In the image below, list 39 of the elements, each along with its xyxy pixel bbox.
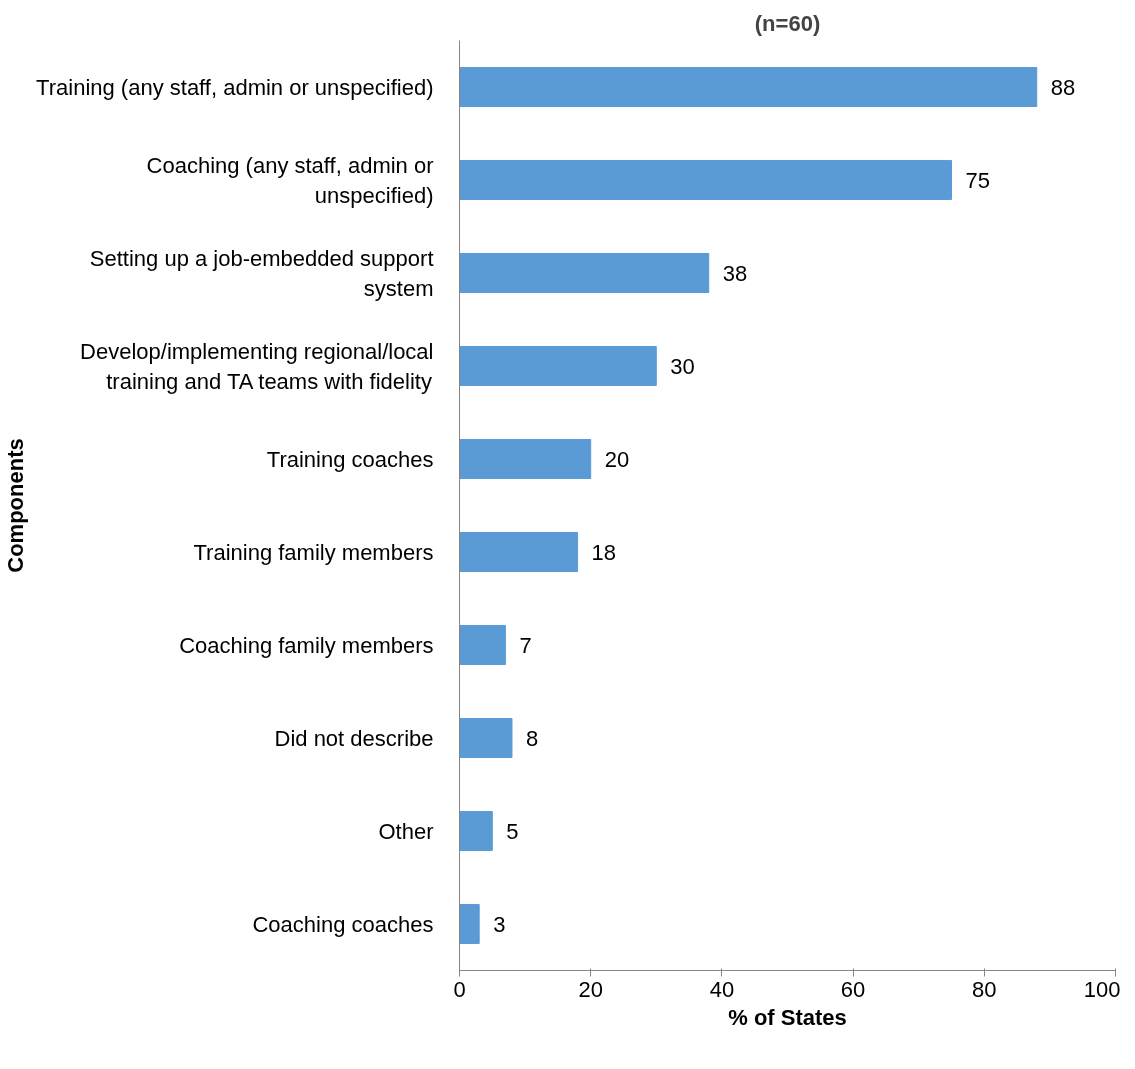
x-tick-label: 20 [578,976,603,1002]
x-tick-label: 60 [840,976,866,1002]
x-axis-title: % of States [728,1004,847,1030]
bar [459,624,506,666]
y-tick-label: Coaching family members [179,632,434,658]
y-tick-label: Setting up a job-embedded support system [89,245,434,301]
y-tick-label: Training (any staff, admin or unspecified) [36,74,434,100]
y-tick-label: Did not describe [274,725,434,751]
bar [459,903,480,945]
bar [459,717,513,759]
data-label: 38 [722,260,748,286]
bar [459,159,952,201]
y-axis-title: Components [3,438,29,573]
bar [459,252,710,294]
chart-title: (n=60) [754,10,821,36]
x-tick-label: 80 [972,976,997,1002]
data-label: 20 [604,446,630,472]
bar [459,810,493,852]
data-label: 7 [519,632,532,658]
x-tick-label: 40 [709,976,735,1002]
data-label: 18 [591,539,617,565]
data-label: 3 [493,911,506,937]
data-label: 30 [670,353,695,379]
y-tick-label: Develop/implementing regional/local training and TA teams with fidelity [80,338,434,394]
data-label: 75 [965,167,990,193]
y-tick-label: Other [378,818,434,844]
bar [459,66,1038,108]
x-tick-label: 0 [453,976,466,1002]
bar [459,438,592,480]
data-label: 8 [525,725,539,751]
x-tick-label: 100 [1083,976,1121,1002]
y-tick-label: Training coaches [266,446,434,472]
y-tick-label: Coaching coaches [252,911,434,937]
bar [459,345,657,387]
data-label: 5 [506,818,519,844]
y-tick-label: Coaching (any staff, admin or unspecified) [146,152,434,208]
bar [459,531,579,573]
data-label: 88 [1050,74,1076,100]
y-tick-label: Training family members [193,539,434,565]
